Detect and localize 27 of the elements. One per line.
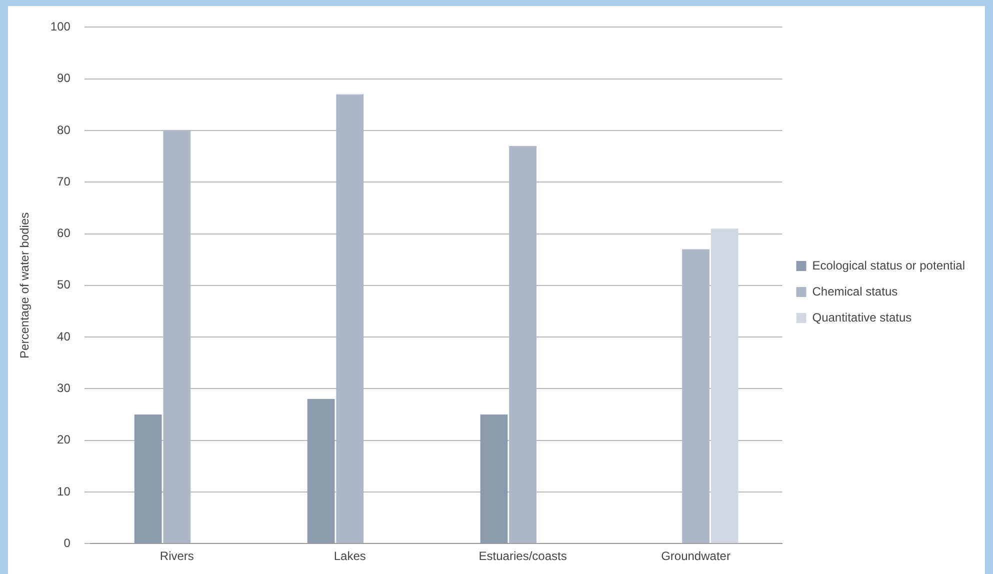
y-tick-label: 20: [57, 432, 71, 447]
bar: [509, 146, 537, 544]
x-tick-label: Rivers: [160, 549, 194, 564]
y-tick-label: 40: [57, 329, 71, 344]
bar: [134, 414, 162, 544]
y-axis-title: Percentage of water bodies: [18, 212, 32, 358]
x-tick-label: Estuaries/coasts: [478, 549, 567, 564]
y-tick-label: 30: [57, 380, 71, 395]
legend-label: Ecological status or potential: [812, 258, 966, 272]
x-tick-label: Groundwater: [661, 549, 730, 564]
y-tick-label: 90: [57, 71, 71, 86]
legend-label: Quantitative status: [812, 310, 912, 324]
y-tick-label: 80: [57, 122, 71, 137]
y-tick-label: 60: [57, 226, 71, 240]
bar: [336, 94, 364, 544]
bar: [682, 249, 710, 544]
y-tick-label: 10: [57, 484, 71, 498]
bar: [710, 228, 738, 544]
legend-label: Chemical status: [812, 284, 898, 298]
y-tick-label: 100: [50, 20, 71, 34]
x-tick-label: Lakes: [334, 549, 366, 564]
y-tick-label: 50: [57, 278, 71, 292]
bar: [480, 414, 508, 544]
bar: [163, 130, 191, 544]
y-tick-label: 0: [64, 536, 71, 550]
y-tick-label: 70: [57, 174, 71, 188]
bar: [307, 399, 335, 544]
